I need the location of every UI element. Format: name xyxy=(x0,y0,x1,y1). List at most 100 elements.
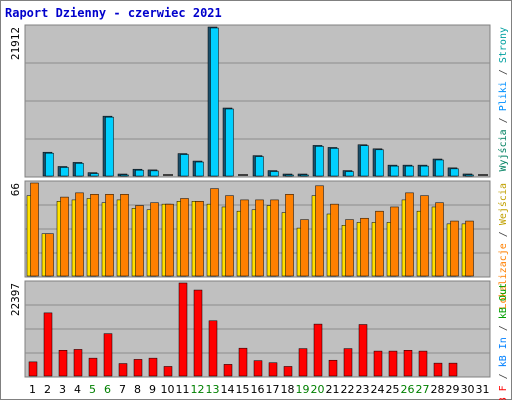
x-tick-label: 3 xyxy=(59,383,66,396)
legend-entry: Pliki xyxy=(498,81,509,111)
bar-pliki xyxy=(180,154,189,177)
panel-top: 21912 Wyjścia / Pliki / Strony xyxy=(9,24,509,178)
bar-zero-marker xyxy=(478,174,488,176)
bar-kb-f xyxy=(358,324,368,377)
bar-zero-marker xyxy=(163,174,173,176)
x-tick-label: 12 xyxy=(191,383,205,396)
bar-kb-f xyxy=(373,350,383,377)
x-tick-label: 10 xyxy=(161,383,175,396)
bar-pliki xyxy=(330,148,339,177)
bar-lokalizacje xyxy=(450,220,459,277)
bar-pliki xyxy=(345,171,354,177)
bar-lokalizacje xyxy=(300,219,309,277)
bar-kb-f xyxy=(163,366,173,377)
legend-entry: / xyxy=(498,225,509,243)
chart-title: Raport Dzienny - czerwiec 2021 xyxy=(5,6,222,20)
bar-lokalizacje xyxy=(60,196,69,277)
legend-entry: kB Out xyxy=(498,283,509,319)
x-tick-label: 30 xyxy=(461,383,475,396)
y-axis-max-label: 21912 xyxy=(9,27,22,60)
bar-lokalizacje xyxy=(465,220,474,277)
x-tick-label: 6 xyxy=(104,383,111,396)
bar-kb-f xyxy=(28,361,38,377)
bar-lokalizacje xyxy=(405,192,414,277)
x-tick-label: 22 xyxy=(341,383,355,396)
bar-lokalizacje xyxy=(210,188,219,277)
bar-lokalizacje xyxy=(315,185,324,277)
bar-pliki xyxy=(360,145,369,177)
bar-kb-f xyxy=(178,282,188,377)
x-tick-label: 14 xyxy=(221,383,235,396)
bar-kb-f xyxy=(283,366,293,377)
bar-lokalizacje xyxy=(375,210,384,277)
legend-entry: / xyxy=(498,367,509,385)
x-tick-label: 8 xyxy=(134,383,141,396)
x-tick-label: 15 xyxy=(236,383,250,396)
bar-pliki xyxy=(270,171,279,177)
bar-kb-f xyxy=(103,333,113,377)
panel-legend-top: Wyjścia / Pliki / Strony xyxy=(497,27,509,172)
legend-entry: / xyxy=(498,319,509,337)
bar-kb-f xyxy=(403,350,413,377)
bar-kb-f xyxy=(208,320,218,377)
bar-kb-f xyxy=(298,348,308,377)
x-tick-label: 7 xyxy=(119,383,126,396)
x-tick-label: 5 xyxy=(89,383,96,396)
legend-entry: Wyjścia xyxy=(497,129,509,171)
x-axis-day-labels: 1 2 3 4 5 6 7 8 9 10 11 12 13 14 15 16 17 18 19 20 21 22 23 24 2… xyxy=(29,383,490,396)
legend-entry: / xyxy=(498,111,509,129)
bar-kb-f xyxy=(238,347,248,377)
x-tick-label: 19 xyxy=(296,383,310,396)
x-tick-label: 20 xyxy=(311,383,325,396)
bar-lokalizacje xyxy=(330,203,339,277)
x-tick-label: 21 xyxy=(326,383,340,396)
bar-kb-f xyxy=(73,349,83,377)
x-tick-label: 11 xyxy=(176,383,190,396)
bar-kb-f xyxy=(388,350,398,377)
bar-pliki xyxy=(420,165,429,177)
bar-lokalizacje xyxy=(270,199,279,277)
x-tick-label: 18 xyxy=(281,383,295,396)
bar-kb-f xyxy=(88,357,98,377)
bar-lokalizacje xyxy=(75,192,84,277)
bar-kb-f xyxy=(223,364,233,377)
bar-kb-f xyxy=(418,350,428,377)
bar-pliki xyxy=(300,174,309,177)
bar-pliki xyxy=(105,116,114,177)
x-tick-label: 2 xyxy=(44,383,51,396)
x-tick-label: 25 xyxy=(386,383,400,396)
x-tick-label: 28 xyxy=(431,383,445,396)
x-tick-label: 31 xyxy=(476,383,490,396)
bar-lokalizacje xyxy=(435,202,444,277)
bar-pliki xyxy=(90,173,99,177)
bar-zero-marker xyxy=(238,174,248,176)
y-axis-max-label: 22397 xyxy=(9,283,22,316)
bar-lokalizacje xyxy=(180,198,189,277)
x-tick-label: 4 xyxy=(74,383,81,396)
panel-legend-middle: Lokalizacje / Wejścia xyxy=(497,183,509,309)
legend-entry: kB In xyxy=(498,337,509,367)
bar-kb-f xyxy=(328,359,338,377)
bar-pliki xyxy=(60,167,69,177)
bar-pliki xyxy=(75,163,84,177)
bar-kb-f xyxy=(133,359,143,377)
bar-lokalizacje xyxy=(285,194,294,277)
bar-lokalizacje xyxy=(150,202,159,277)
bar-lokalizacje xyxy=(345,219,354,277)
bar-pliki xyxy=(390,165,399,177)
bar-kb-f xyxy=(448,362,458,377)
bar-kb-f xyxy=(433,362,443,377)
bar-lokalizacje xyxy=(165,203,174,277)
panel-middle: 66 Lokalizacje / Wejścia xyxy=(9,180,509,309)
bar-lokalizacje xyxy=(255,199,264,277)
bar-kb-f xyxy=(118,363,128,377)
bar-pliki xyxy=(375,149,384,177)
bar-pliki xyxy=(315,146,324,177)
bar-pliki xyxy=(450,168,459,177)
panel-bottom: 22397 kB F / kB In / kB Out xyxy=(9,280,509,400)
bar-lokalizacje xyxy=(135,205,144,277)
x-tick-label: 1 xyxy=(29,383,36,396)
x-tick-label: 16 xyxy=(251,383,265,396)
legend-entry: kB F xyxy=(498,385,509,400)
